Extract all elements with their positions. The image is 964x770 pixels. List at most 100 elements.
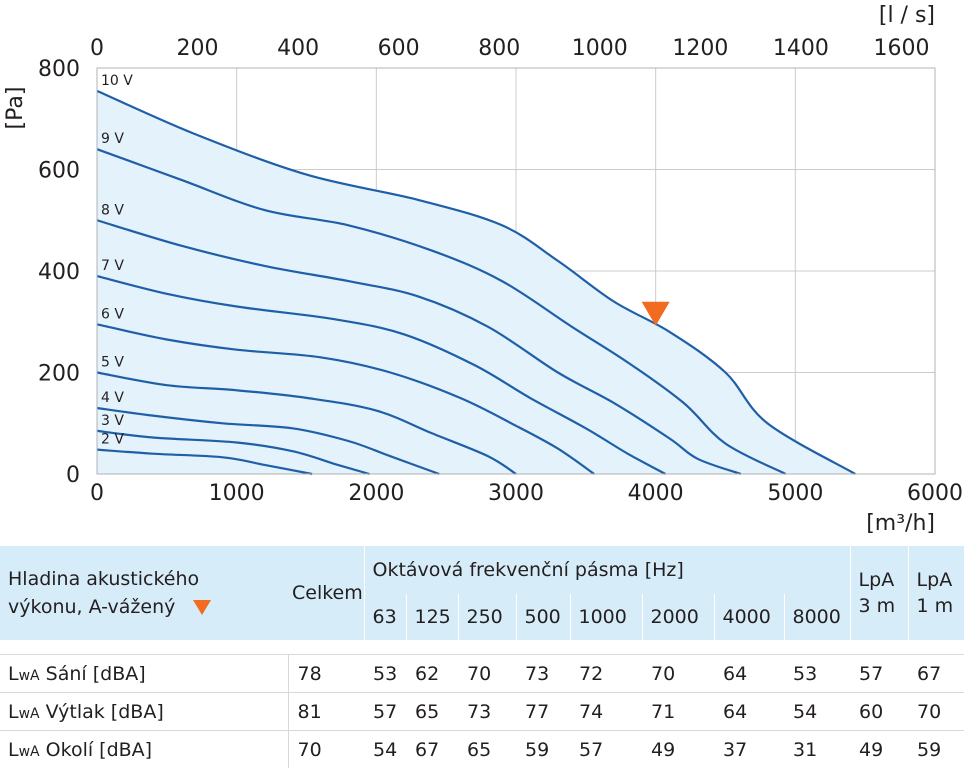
voltage-label: 2 V [101,432,124,448]
curve-2v [96,448,313,476]
y-tick-label: 400 [38,260,80,285]
row-value: 67 [406,730,458,768]
row-value: 64 [714,692,784,731]
freq-header: 63 [363,594,406,640]
row-value: 67 [908,654,964,693]
table-title-line1: Hladina akustického [8,568,200,590]
row-value: 71 [642,692,714,731]
row-value: 59 [516,730,570,768]
x-tick-label: 4000 [628,481,684,506]
freq-header: 4000 [713,594,784,640]
y-tick-label: 0 [66,463,80,488]
row-label: LwA Výtlak [dBA] [0,692,289,731]
lpa-1m-distance: 1 m [916,595,954,617]
row-value: 59 [908,730,964,768]
curve-8v [96,219,742,476]
lpa-1m-label: LpA [916,569,953,591]
row-value: 57 [850,654,909,693]
x-axis-ticks: 0 1000 2000 3000 4000 5000 6000 [90,481,963,506]
x-tick-label: 1000 [209,481,265,506]
row-value: 74 [570,692,642,731]
curve-9v [96,148,787,475]
acoustic-table: Hladina akustického výkonu, A-vážený Cel… [0,546,964,768]
voltage-labels: 10 V 9 V 8 V 7 V 6 V 5 V 4 V 3 V 2 V [101,73,133,448]
row-label-l: L [8,700,19,723]
row-value: 57 [570,730,642,768]
row-value: 54 [784,692,851,731]
row-label: LwA Sání [dBA] [0,654,289,693]
row-value: 73 [458,692,516,731]
row-label-text: Výtlak [dBA] [39,700,164,723]
x-tick-label: 2000 [348,481,404,506]
row-value: 70 [642,654,714,693]
x-top-tick-label: 1400 [773,36,829,61]
row-value: 53 [784,654,851,693]
voltage-label: 6 V [101,306,124,322]
table-row: LwA Sání [dBA] 78 53 62 70 73 72 70 64 53 57 67 [0,654,964,693]
x-top-tick-label: 600 [378,36,420,61]
voltage-curves [96,89,856,476]
row-value: 62 [406,654,458,693]
lpa-3m-header: LpA 3 m [849,546,909,640]
freq-header: 2000 [641,594,714,640]
plot-frame [96,67,936,475]
x-top-tick-label: 1200 [672,36,728,61]
y-tick-label: 800 [38,57,80,82]
table-row: LwA Výtlak [dBA] 81 57 65 73 77 74 71 64 54 60 70 [0,692,964,731]
row-value: 57 [364,692,406,731]
table-title-line2: výkonu, A-vážený [8,596,176,618]
row-value: 73 [516,654,570,693]
curve-10v [96,89,856,475]
freq-header: 1000 [569,594,642,640]
row-label-l: L [8,738,19,761]
x-tick-label: 0 [90,481,104,506]
row-label-text: Okolí [dBA] [39,738,153,761]
y-tick-label: 600 [38,159,80,184]
lpa-3m-label: LpA [858,569,895,591]
row-label-sub: wA [18,743,40,760]
x-axis-unit: [m³/h] [866,511,935,536]
voltage-label: 5 V [101,355,124,371]
row-label-sub: wA [18,705,40,722]
celkem-header: Celkem [288,546,364,640]
voltage-label: 10 V [101,73,133,89]
freq-header: 8000 [783,594,851,640]
y-axis-unit: [Pa] [3,87,28,130]
freq-header: 125 [405,594,458,640]
y-tick-label: 200 [38,362,80,387]
x-top-tick-label: 1000 [572,36,628,61]
lpa-3m-distance: 3 m [858,595,896,617]
y-axis-ticks: 0 200 400 600 800 [38,57,80,488]
row-value: 60 [850,692,909,731]
row-value: 64 [714,654,784,693]
row-value: 78 [288,654,364,693]
row-value: 49 [642,730,714,768]
curve-7v [96,275,666,475]
x-top-tick-label: 800 [478,36,520,61]
table-title: Hladina akustického výkonu, A-vážený [0,546,288,640]
curve-6v [96,323,595,475]
fan-curve-chart: 10 V9 V8 V7 V6 V5 V4 V3 V2 V 0 1000 2000 30… [3,3,963,536]
row-value: 65 [406,692,458,731]
row-value: 72 [570,654,642,693]
x-tick-label: 6000 [907,481,963,506]
x-top-tick-label: 1600 [873,36,929,61]
voltage-label: 3 V [101,413,124,429]
operating-point-marker [641,301,670,326]
row-value: 37 [714,730,784,768]
curve-3v [96,429,370,476]
freq-header: 500 [515,594,570,640]
x-axis-top-ticks: 0 200 400 600 800 1000 1200 1400 1600 [90,36,929,61]
lpa-1m-header: LpA 1 m [907,546,964,640]
row-value: 49 [850,730,909,768]
x-axis-top-unit: [l / s] [879,3,935,28]
x-top-tick-label: 400 [277,36,319,61]
curve-4v [96,406,440,476]
row-value: 70 [908,692,964,731]
x-top-tick-label: 200 [177,36,219,61]
row-value: 54 [364,730,406,768]
row-label: LwA Okolí [dBA] [0,730,289,768]
x-tick-label: 5000 [767,481,823,506]
table-row: LwA Okolí [dBA] 70 54 67 65 59 57 49 37 31 49 59 [0,730,964,768]
operating-point-legend-icon [193,600,212,615]
